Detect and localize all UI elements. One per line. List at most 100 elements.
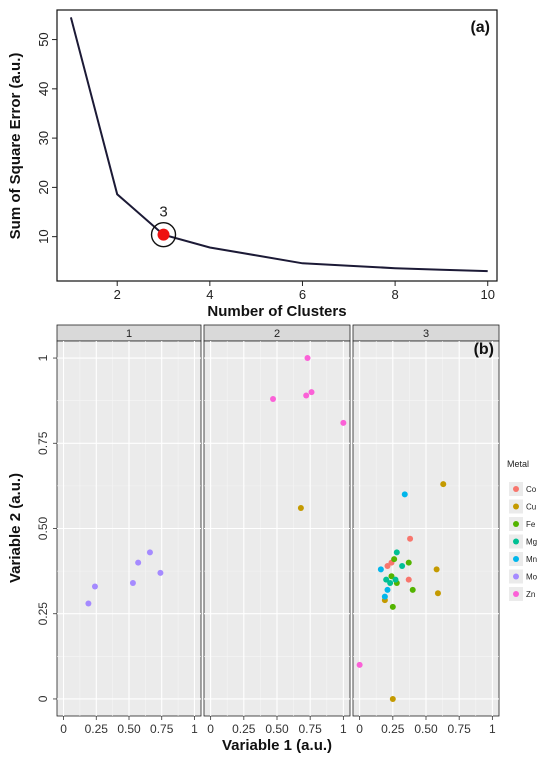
point-mo [91,583,98,590]
x-tick-label: 0.25 [232,722,256,736]
point-co [384,563,391,569]
y-tick-label: 1 [36,354,50,361]
y-tick-label: 40 [36,82,51,96]
point-mg [392,576,399,583]
y-tick-label: 0.25 [36,602,50,626]
point-mn [381,593,388,600]
legend-label-mn: Mn [526,555,537,564]
point-mo [135,559,142,566]
cluster-scatter-panel: 10 0.25 0.50 0.75 120 0.25 0.50 0.75 130 0.25 0.50… [7,324,538,754]
legend-key-zn [513,591,519,597]
point-mo [129,580,136,587]
legend-label-mo: Mo [526,573,538,582]
point-zn [340,419,347,426]
x-tick-label: 8 [391,287,398,302]
facet-2: 2 0 0.25 0.50 0.75 1 [203,324,351,736]
x-tick-label: 0 [356,722,363,736]
point-fe [388,573,395,580]
legend-key-mn [513,556,519,562]
y-axis-title-b: Variable 2 (a.u.) [7,473,24,583]
point-zn [303,392,310,399]
elbow-plot-frame [56,9,498,282]
sse-line [69,17,488,273]
y-tick-label: 20 [36,180,51,194]
y-tick-label: 30 [36,131,51,145]
x-tick-label: 0.75 [150,722,174,736]
x-tick-label: 0.75 [448,722,472,736]
x-tick-label: 1 [340,722,347,736]
elbow-highlight-ring [150,221,177,248]
facet-1: 1 0 0.25 0.50 0.75 1 [56,324,202,736]
x-tick-label: 0.75 [299,722,323,736]
legend-label-cu: Cu [526,503,536,512]
x-axis-title-b: Variable 1 (a.u.) [222,737,332,754]
point-zn [270,395,277,402]
facet-3: 3 0 0.25 0.50 0.75 1 [352,324,500,736]
elbow-plot-panel: (a) 10 20 30 40 50 2 4 6 8 10 3 Number of Cluste… [7,9,498,320]
x-tick-label: 0 [60,722,67,736]
y-tick-label: 10 [36,229,51,243]
point-fe [409,586,416,593]
legend-label-mg: Mg [526,538,537,547]
point-co [407,535,414,542]
x-tick-label: 0.50 [414,722,438,736]
point-mg [383,576,390,583]
y-tick-label: 50 [36,32,51,46]
point-mo [157,569,164,576]
x-tick-label: 6 [299,287,306,302]
point-cu [434,590,441,597]
point-cu [433,566,440,573]
legend-key-fe [513,521,519,527]
legend-label-co: Co [526,485,537,494]
legend-key-cu [513,503,519,510]
point-mg [393,549,400,556]
elbow-point-label: 3 [159,204,167,221]
x-tick-label: 10 [481,287,495,302]
x-tick-label: 1 [489,722,496,736]
point-mg [387,580,394,587]
x-tick-label: 0.50 [117,722,141,736]
x-tick-label: 2 [114,287,121,302]
legend-key-co [513,486,519,492]
point-cu [297,505,304,512]
x-tick-label: 0.50 [265,722,289,736]
point-mn [377,566,384,573]
point-mo [85,600,92,607]
point-zn [356,661,363,668]
legend-key-mg [513,538,519,545]
y-tick-label: 0 [36,695,50,702]
point-fe [391,556,398,563]
point-zn [308,389,315,396]
point-mg [399,563,406,569]
legend-label-fe: Fe [526,520,536,529]
point-cu [440,481,447,488]
y-tick-label: 0.50 [36,516,50,540]
legend-label-zn: Zn [526,590,535,599]
point-mo [146,549,153,556]
legend-key-mo [513,573,519,580]
point-zn [304,355,311,362]
y-axis-title-a: Sum of Square Error (a.u.) [7,53,24,240]
y-tick-label: 0.75 [36,431,50,455]
facet-strip-label: 3 [423,328,429,340]
point-cu [389,695,396,702]
x-tick-label: 0.25 [85,722,109,736]
x-tick-label: 1 [191,722,198,736]
point-mn [401,491,408,498]
metal-legend: Metal Co Cu Fe Mg Mn Mo Zn [507,459,538,601]
panel-a-label: (a) [470,19,490,36]
facet-strip-label: 1 [126,328,132,340]
point-co [405,576,412,583]
x-axis-title-a: Number of Clusters [207,303,346,320]
point-fe [389,603,396,610]
point-mn [384,586,391,593]
panel-b-label: (b) [474,341,494,358]
point-fe [405,559,412,566]
x-tick-label: 0.25 [381,722,405,736]
elbow-point [157,228,170,241]
x-tick-label: 4 [206,287,213,302]
x-tick-label: 0 [207,722,214,736]
facet-strip-label: 2 [274,328,280,340]
legend-title: Metal [507,459,529,469]
